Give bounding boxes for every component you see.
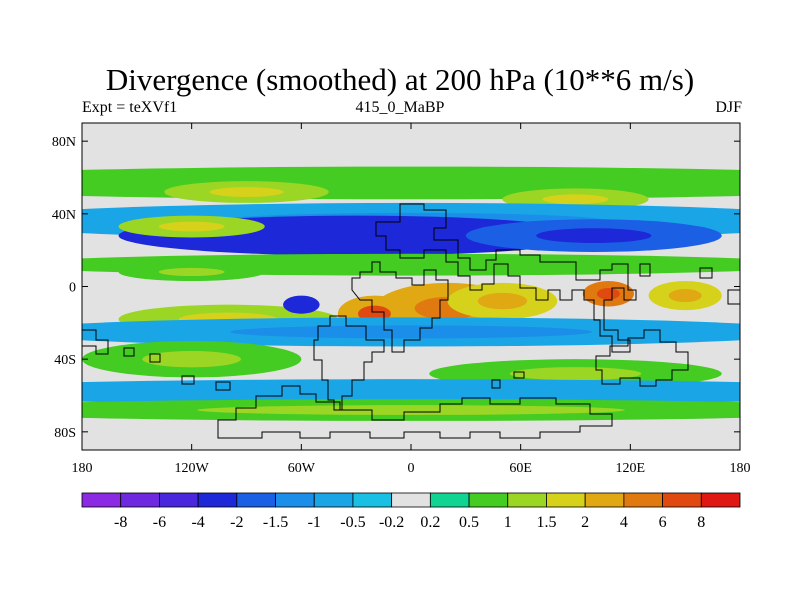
colorbar-label: 0.2 — [420, 514, 440, 531]
field-core-5 — [536, 228, 652, 243]
colorbar-box — [236, 492, 276, 508]
divergence-field — [82, 166, 740, 421]
colorbar-box — [275, 492, 315, 508]
x-tick-label: 120W — [175, 461, 210, 476]
x-tick-label: 120E — [616, 461, 646, 476]
colorbar-box — [120, 492, 160, 508]
coastline-africa — [351, 261, 449, 353]
coastline-islands — [123, 263, 740, 391]
colorbar-box — [468, 492, 509, 508]
colorbar-label: -2 — [230, 514, 243, 531]
colorbar-box — [352, 492, 393, 508]
colorbar-box — [159, 492, 199, 508]
y-tick-label: 40N — [52, 208, 76, 223]
field-core-6 — [158, 221, 225, 232]
field-core-13 — [596, 288, 620, 300]
field-core-20 — [293, 300, 310, 309]
colorbar-label: 2 — [581, 514, 589, 531]
colorbar-box — [429, 492, 470, 508]
colorbar-box — [662, 492, 702, 508]
colorbar-label: -6 — [153, 514, 166, 531]
y-tick-label: 40S — [54, 353, 76, 368]
colorbar-label: -4 — [191, 514, 204, 531]
field-core-2 — [542, 194, 609, 205]
colorbar-label: -0.5 — [340, 514, 365, 531]
colorbar-box — [546, 492, 586, 508]
colorbar-label: 4 — [620, 514, 628, 531]
x-tick-label: 180 — [730, 461, 751, 476]
y-tick-label: 0 — [69, 281, 76, 296]
experiment-label: Expt = teXVf1 — [82, 99, 178, 116]
field-core-14 — [668, 289, 702, 303]
coastline-north-america-fragment — [82, 329, 109, 355]
colorbar-label: 0.5 — [459, 514, 479, 531]
colorbar-box — [81, 492, 122, 508]
colorbar-box — [391, 492, 431, 508]
field-core-15 — [230, 325, 592, 339]
field-core-18 — [180, 386, 642, 398]
colorbar-box — [313, 492, 354, 508]
colorbar-box — [507, 492, 547, 508]
colorbar-box — [623, 492, 663, 508]
field-core-19 — [197, 405, 625, 415]
coastline-australia — [595, 329, 689, 387]
coastline-antarctica — [217, 385, 613, 439]
x-tick-label: 60W — [288, 461, 316, 476]
colorbar-label: 1 — [504, 514, 512, 531]
field-core-11 — [477, 292, 528, 310]
colorbar-label: -1.5 — [263, 514, 288, 531]
colorbar: -8 -6 -4 -2 -1.5 -1 -0.5 -0.2 0.2 0.5 1 1.5 2 4 6 8 — [81, 492, 741, 531]
field-core-17 — [509, 367, 642, 381]
x-tick-label: 180 — [72, 461, 93, 476]
x-tick-label: 0 — [408, 461, 415, 476]
season-label: DJF — [715, 99, 742, 116]
colorbar-box — [584, 492, 625, 508]
coastlines — [82, 203, 740, 439]
colorbar-label: 6 — [659, 514, 667, 531]
field-core-8 — [158, 267, 225, 277]
x-tick-label: 60E — [509, 461, 532, 476]
colorbar-box — [197, 492, 238, 508]
field-core-16 — [142, 350, 242, 368]
coastline-south-america — [313, 315, 385, 411]
colorbar-box — [700, 492, 741, 508]
field-core-4 — [249, 226, 464, 245]
colorbar-label: 8 — [697, 514, 705, 531]
y-tick-label: 80S — [54, 426, 76, 441]
field-core-7 — [230, 259, 592, 270]
period-label: 415_0_MaBP — [355, 99, 445, 116]
colorbar-label: -8 — [114, 514, 127, 531]
chart-title: Divergence (smoothed) at 200 hPa (10**6 … — [105, 62, 695, 97]
colorbar-label: 1.5 — [536, 514, 556, 531]
coastline-eurasia — [375, 203, 637, 353]
y-tick-label: 80N — [52, 135, 76, 150]
colorbar-label: -1 — [308, 514, 321, 531]
colorbar-label: -0.2 — [379, 514, 404, 531]
field-core-1 — [209, 187, 284, 197]
axes: 180 120W 60W 0 60E 120E 180 80N 40N 0 40S 80S — [52, 123, 751, 476]
